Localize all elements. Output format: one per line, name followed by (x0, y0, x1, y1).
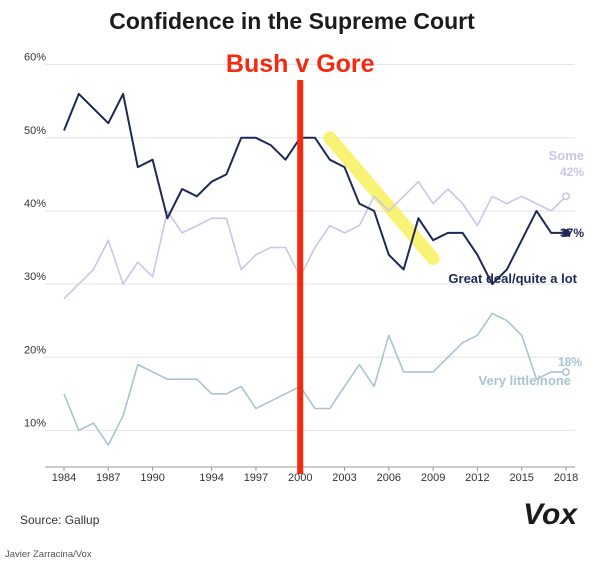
series-end-value: 42% (560, 165, 584, 179)
series-end-point (562, 367, 570, 376)
x-tick-label: 1987 (96, 472, 120, 484)
annotations: Bush v Gore (226, 50, 375, 474)
x-tick-label: 2018 (554, 472, 578, 484)
y-axis: 10% 20% 30% 40% 50% 60% (24, 52, 46, 430)
decline-highlight (323, 131, 440, 265)
y-tick-label: 30% (24, 271, 46, 283)
highlight-stroke (323, 131, 440, 265)
vox-logo: Vox (523, 498, 578, 531)
series-end-point (562, 228, 570, 237)
series-end-value: 37% (560, 226, 584, 240)
series-end-point (562, 192, 570, 201)
x-tick-label: 2012 (465, 472, 489, 484)
x-tick-label: 1984 (52, 472, 76, 484)
x-tick-label: 2006 (377, 472, 401, 484)
x-tick-label: 1990 (140, 472, 164, 484)
series-name-label: Some (549, 148, 584, 163)
x-tick-label: 2015 (509, 472, 533, 484)
x-tick-label: 1994 (199, 472, 223, 484)
credit-note: Javier Zarracina/Vox (5, 549, 92, 560)
x-tick-label: 2000 (288, 472, 312, 484)
y-tick-label: 40% (24, 198, 46, 210)
source-note: Source: Gallup (20, 513, 100, 527)
x-tick-label: 1997 (244, 472, 268, 484)
annotation-label: Bush v Gore (226, 50, 375, 78)
chart-title: Confidence in the Supreme Court (109, 8, 475, 34)
y-tick-label: 20% (24, 344, 46, 356)
series-name-label: Very little/none (479, 373, 571, 388)
y-tick-label: 10% (24, 417, 46, 429)
series-labels: Great deal/quite a lot 37% Some 42% Very lit… (448, 148, 584, 388)
y-tick-label: 50% (24, 125, 46, 137)
series-lines (63, 92, 570, 446)
x-axis: 1984 1987 1990 1994 1997 2000 2003 2006 2009 2012… (52, 467, 578, 484)
series-end-value: 18% (558, 355, 582, 369)
y-tick-label: 60% (24, 52, 46, 64)
chart-grid (45, 64, 575, 468)
x-tick-label: 2009 (421, 472, 445, 484)
x-tick-label: 2003 (332, 472, 356, 484)
series-line-0 (63, 92, 566, 286)
series-line-1 (63, 180, 567, 300)
series-line-2 (63, 312, 566, 446)
series-name-label: Great deal/quite a lot (448, 271, 577, 286)
